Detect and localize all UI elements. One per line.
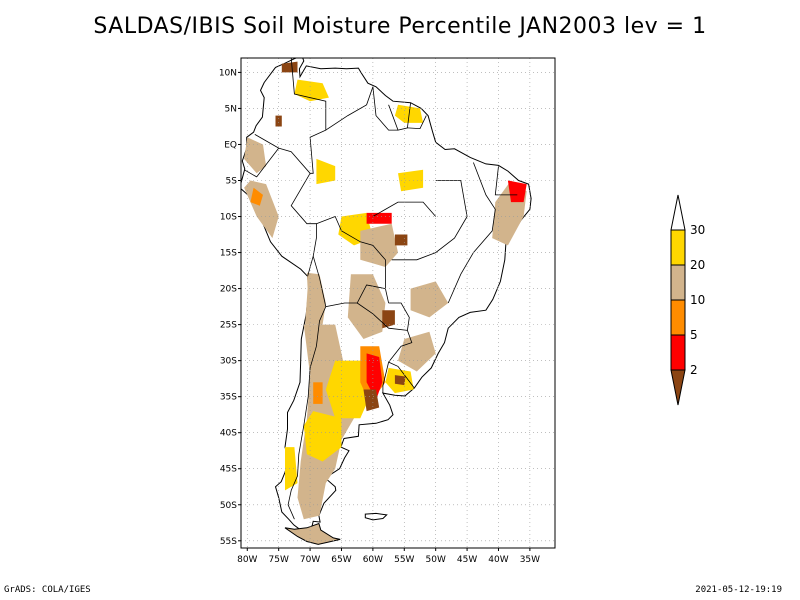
- tick-label-lon: 70W: [300, 555, 320, 565]
- map-title: SALDAS/IBIS Soil Moisture Percentile JAN…: [93, 14, 707, 39]
- colorbar-bin: [670, 334, 686, 371]
- country-border: [312, 256, 386, 308]
- falkland-islands: [364, 512, 388, 521]
- tick-label-lat: 25S: [220, 321, 237, 331]
- country-border: [494, 166, 518, 196]
- country-border: [388, 302, 410, 331]
- country-borders: [243, 58, 518, 520]
- colorbar-bin: [670, 299, 686, 336]
- tick-label-lon: 40W: [488, 555, 508, 565]
- tick-label-lat: 10S: [220, 213, 237, 223]
- colorbar-label: 2: [690, 363, 698, 377]
- region-northeast-red: [507, 180, 527, 203]
- south-america-landmass: [241, 58, 532, 533]
- region-chaco: [347, 274, 386, 339]
- tick-label-lon: 45W: [457, 555, 477, 565]
- country-border: [372, 201, 437, 217]
- footer-timestamp: 2021-05-12-19:19: [695, 585, 782, 595]
- gridlines: [241, 58, 555, 548]
- tick-label-lon: 35W: [520, 555, 540, 565]
- tick-label-lat: 55S: [220, 537, 237, 547]
- region-buenos-aires-brown: [363, 389, 380, 412]
- tick-label-lat: 15S: [220, 249, 237, 259]
- country-border: [243, 147, 280, 178]
- country-border: [287, 306, 327, 520]
- tick-label-lat: 35S: [220, 393, 237, 403]
- region-brazil-red: [366, 212, 392, 224]
- region-amazon-gold-1: [316, 158, 336, 185]
- region-andes-north: [244, 137, 267, 174]
- tick-label-lon: 60W: [363, 555, 383, 565]
- region-amazon-gold-2: [398, 169, 424, 192]
- tick-label-lat: 10N: [219, 68, 237, 78]
- tick-label-lon: 55W: [394, 555, 414, 565]
- country-border: [372, 86, 398, 131]
- country-border: [254, 58, 327, 174]
- tick-label-lat: 5S: [226, 177, 238, 187]
- country-border: [316, 215, 389, 304]
- country-border: [388, 330, 413, 363]
- soil-moisture-field: [244, 61, 527, 520]
- region-sao-paulo: [410, 281, 449, 318]
- region-mato-grosso: [360, 223, 398, 267]
- tick-label-lon: 80W: [237, 555, 257, 565]
- region-mendoza-orange: [313, 382, 323, 404]
- tick-label-lon: 65W: [331, 555, 351, 565]
- country-border: [388, 102, 411, 131]
- country-border: [382, 362, 389, 394]
- country-border: [391, 180, 468, 261]
- tierra-del-fuego: [284, 522, 341, 545]
- region-peru-orange: [250, 187, 263, 206]
- colorbar-bin: [670, 264, 686, 301]
- tick-label-lat: 5N: [225, 104, 237, 114]
- colorbar-label: 30: [690, 223, 705, 237]
- plot-frame: [240, 57, 556, 549]
- colorbar-cap-top: [670, 194, 686, 231]
- country-border: [388, 361, 415, 389]
- tick-label-lat: 40S: [220, 429, 237, 439]
- region-argentina-red: [366, 353, 383, 401]
- tick-label-lat: 30S: [220, 357, 237, 367]
- region-uruguay-brown: [394, 375, 406, 386]
- colorbar-label: 10: [690, 293, 705, 307]
- region-colombia-brown: [275, 115, 282, 127]
- country-border: [447, 162, 496, 304]
- colorbar-label: 20: [690, 258, 705, 272]
- axis-ticks: 80W 75W 70W 65W 60W 55W 50W 45W 40W 35W 10N 5N EQ 5S 1…: [219, 68, 540, 565]
- region-patagonia-gold: [303, 411, 342, 462]
- region-south-brazil: [398, 331, 436, 372]
- region-paraguay-brown: [382, 310, 395, 329]
- colorbar-legend: 30 20 10 5 2: [670, 194, 705, 406]
- tick-label-lat: EQ: [224, 140, 237, 150]
- tick-label-lon: 50W: [426, 555, 446, 565]
- country-border: [325, 86, 374, 131]
- tick-label-lat: 20S: [220, 285, 237, 295]
- footer-credit: GrADS: COLA/IGES: [4, 585, 91, 595]
- colorbar-cap-bottom: [670, 369, 686, 406]
- country-border: [356, 302, 408, 331]
- region-chile-south-gold: [285, 447, 298, 491]
- country-border: [407, 115, 427, 130]
- region-brazil-brown: [394, 234, 408, 246]
- colorbar-bin: [670, 229, 686, 266]
- tick-label-lon: 75W: [269, 555, 289, 565]
- region-atacama: [305, 272, 326, 325]
- colorbar-label: 5: [690, 328, 698, 342]
- region-caribbean-brown: [281, 61, 298, 73]
- tick-label-lat: 45S: [220, 465, 237, 475]
- continent-land: [241, 58, 532, 545]
- tick-label-lat: 50S: [220, 501, 237, 511]
